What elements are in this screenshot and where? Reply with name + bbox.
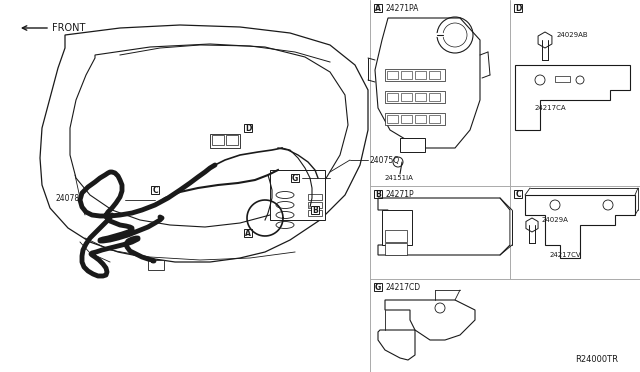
Text: G: G: [375, 282, 381, 292]
Bar: [385, 113, 445, 125]
Text: C: C: [515, 189, 521, 199]
Bar: [210, 134, 240, 148]
Ellipse shape: [276, 212, 294, 218]
Text: 24217CV: 24217CV: [550, 252, 582, 258]
Bar: [374, 283, 382, 291]
Bar: [400, 138, 425, 152]
Bar: [415, 115, 426, 123]
Bar: [308, 202, 322, 208]
Polygon shape: [538, 32, 552, 48]
Polygon shape: [526, 218, 538, 232]
Bar: [429, 115, 440, 123]
Text: 24217CA: 24217CA: [535, 105, 566, 111]
Text: 24271P: 24271P: [385, 189, 413, 199]
Bar: [415, 71, 426, 79]
Ellipse shape: [276, 221, 294, 228]
Text: 24151IA: 24151IA: [385, 175, 414, 181]
Bar: [308, 194, 322, 200]
Bar: [291, 174, 299, 182]
Bar: [385, 243, 407, 255]
Text: R24000TR: R24000TR: [575, 355, 618, 364]
Text: 24075Q: 24075Q: [370, 155, 400, 164]
Bar: [244, 124, 252, 132]
Text: FRONT: FRONT: [52, 23, 85, 33]
Bar: [244, 229, 252, 237]
Text: B: B: [312, 205, 318, 215]
Bar: [226, 135, 238, 145]
Text: B: B: [375, 189, 381, 199]
Bar: [385, 91, 445, 103]
Text: 24029A: 24029A: [542, 217, 569, 223]
Text: 24078: 24078: [55, 193, 79, 202]
Text: A: A: [245, 228, 251, 237]
Bar: [401, 93, 412, 101]
Bar: [401, 115, 412, 123]
Text: A: A: [375, 3, 381, 13]
Bar: [382, 210, 412, 245]
Bar: [385, 69, 445, 81]
Text: D: D: [245, 124, 251, 132]
Bar: [514, 4, 522, 12]
Bar: [148, 260, 164, 270]
Bar: [374, 190, 382, 198]
Bar: [311, 206, 319, 214]
Bar: [429, 71, 440, 79]
Text: C: C: [152, 186, 158, 195]
Text: D: D: [515, 3, 521, 13]
Bar: [385, 230, 407, 242]
Bar: [387, 71, 398, 79]
Bar: [308, 210, 322, 216]
Bar: [429, 93, 440, 101]
Bar: [387, 115, 398, 123]
Text: 24217CD: 24217CD: [385, 282, 420, 292]
Bar: [387, 93, 398, 101]
Bar: [374, 4, 382, 12]
Text: 24029AB: 24029AB: [557, 32, 589, 38]
Bar: [401, 71, 412, 79]
Bar: [212, 135, 224, 145]
Ellipse shape: [276, 202, 294, 208]
Bar: [151, 186, 159, 194]
Ellipse shape: [276, 192, 294, 199]
Bar: [415, 93, 426, 101]
Bar: [514, 190, 522, 198]
Bar: [555, 76, 570, 82]
Bar: [270, 170, 325, 220]
Text: G: G: [292, 173, 298, 183]
Text: 24271PA: 24271PA: [385, 3, 419, 13]
